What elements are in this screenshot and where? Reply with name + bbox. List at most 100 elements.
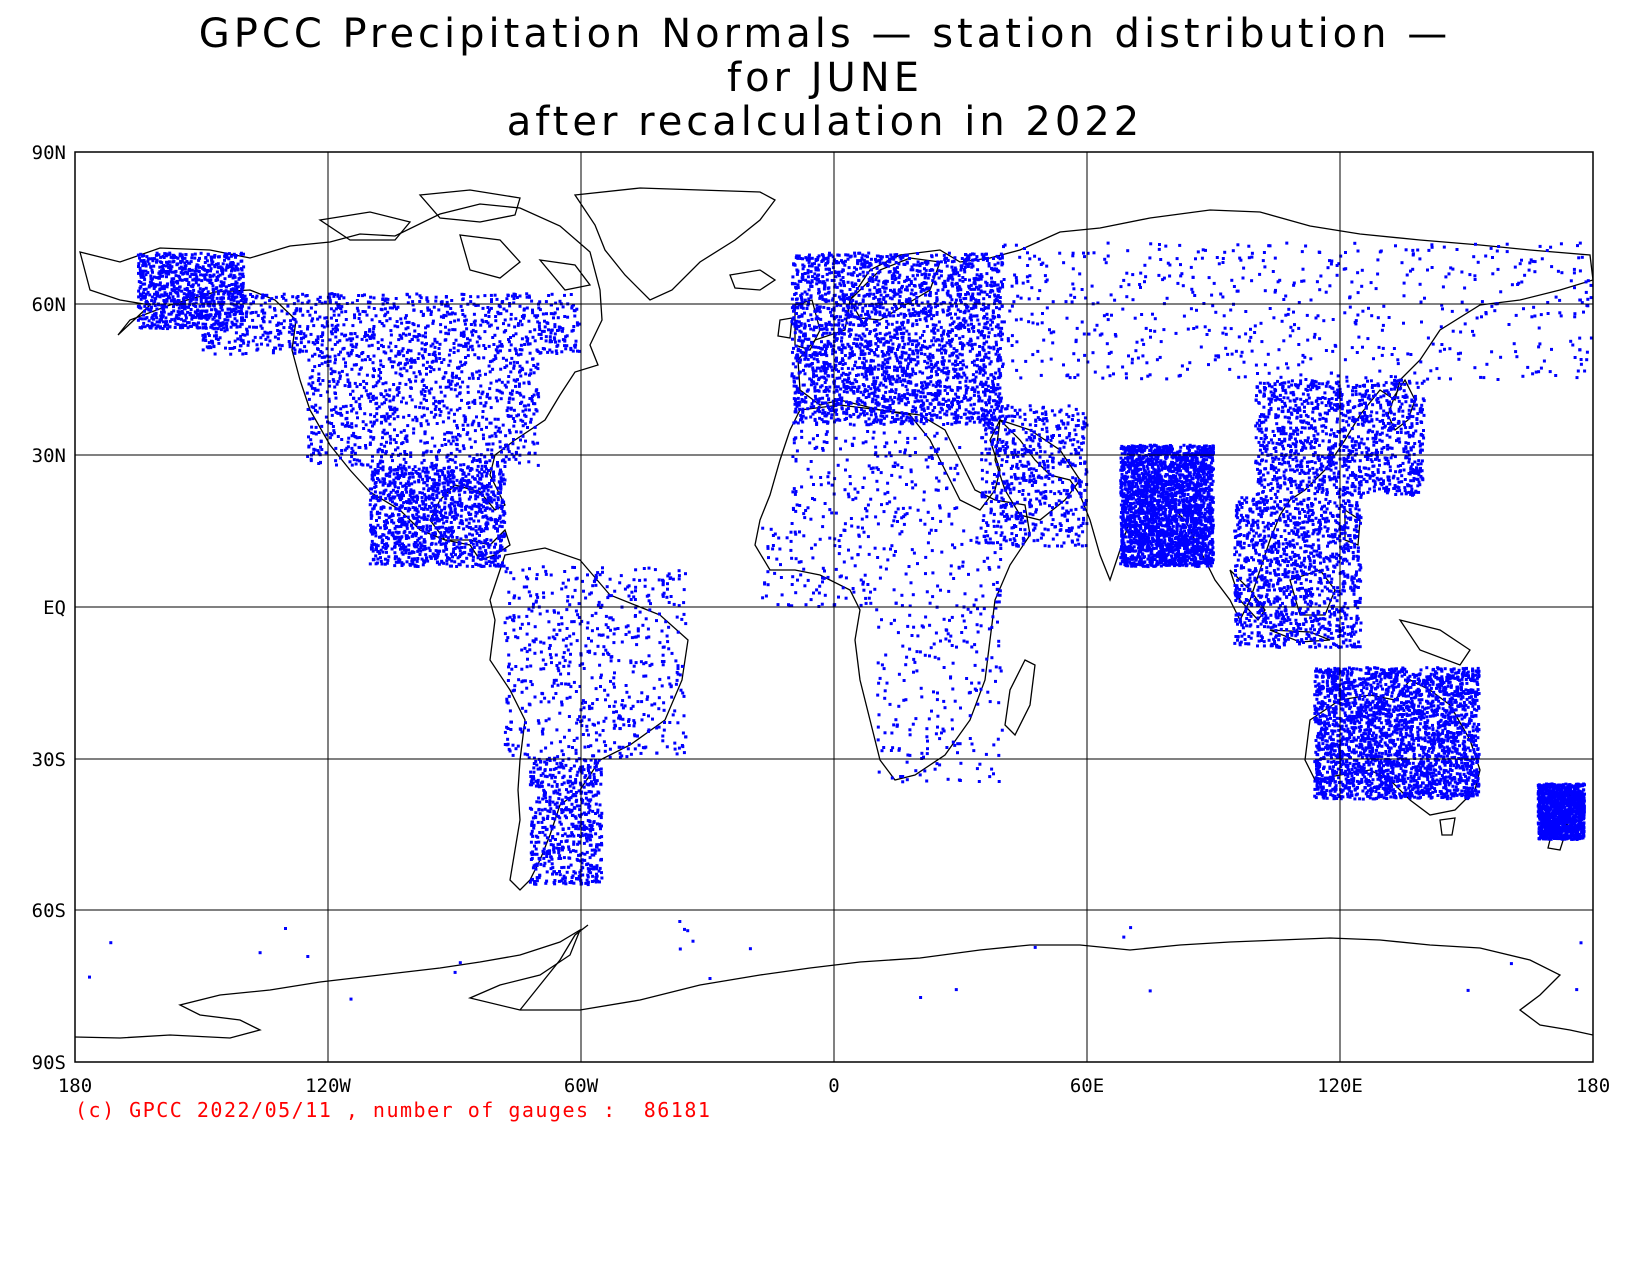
station-marker [419, 390, 423, 394]
station-marker [586, 880, 590, 884]
station-marker [381, 297, 385, 301]
station-marker [572, 325, 576, 328]
station-marker [605, 585, 609, 589]
station-marker [389, 496, 393, 500]
station-marker [310, 431, 314, 435]
station-marker [249, 311, 253, 315]
station-marker [465, 484, 469, 488]
station-marker [530, 853, 534, 856]
station-marker [468, 485, 472, 489]
station-marker [537, 840, 541, 844]
station-marker [566, 599, 570, 603]
station-marker [506, 414, 510, 417]
station-marker [437, 347, 441, 350]
station-marker [426, 559, 430, 563]
station-marker [445, 431, 449, 435]
station-marker [383, 557, 387, 561]
station-marker [444, 331, 448, 335]
station-marker [373, 414, 377, 418]
station-marker [169, 312, 173, 316]
station-marker [322, 325, 326, 329]
station-marker [146, 291, 150, 294]
station-marker [374, 547, 378, 551]
station-marker [477, 519, 481, 523]
station-marker [467, 487, 471, 491]
station-marker [480, 427, 484, 431]
station-marker [433, 444, 437, 448]
station-marker [366, 393, 370, 397]
station-marker [282, 326, 286, 330]
station-marker [383, 444, 387, 448]
station-marker [528, 806, 532, 810]
station-marker [559, 822, 563, 826]
station-marker [677, 746, 681, 750]
station-marker [173, 270, 177, 274]
station-marker [437, 367, 441, 371]
station-marker [610, 655, 614, 659]
station-marker [218, 316, 222, 320]
station-marker [176, 301, 180, 305]
station-marker [378, 511, 382, 515]
station-marker [400, 491, 404, 494]
station-marker [648, 608, 652, 612]
station-marker [482, 545, 486, 549]
station-marker [376, 463, 380, 466]
station-marker [427, 389, 431, 393]
station-marker [559, 857, 563, 860]
station-marker [534, 315, 538, 319]
station-marker [421, 354, 425, 358]
station-marker [150, 299, 154, 303]
station-marker [585, 836, 588, 840]
station-marker [684, 572, 687, 576]
station-marker [501, 356, 505, 360]
station-marker [416, 525, 420, 529]
station-marker [310, 386, 314, 390]
station-marker [345, 410, 349, 414]
station-marker [497, 564, 501, 568]
station-marker [241, 339, 245, 343]
station-marker [396, 493, 400, 497]
station-marker [649, 602, 652, 606]
station-marker [414, 541, 418, 545]
station-marker [240, 306, 244, 310]
station-marker [666, 587, 669, 591]
station-marker [210, 293, 214, 297]
station-marker [384, 450, 388, 454]
station-marker [334, 396, 338, 400]
station-marker [471, 475, 475, 479]
station-marker [458, 406, 462, 410]
station-marker [366, 463, 370, 467]
station-marker [144, 292, 148, 296]
station-marker [483, 455, 487, 459]
station-marker [243, 333, 247, 337]
station-marker [478, 336, 482, 340]
station-marker [403, 363, 407, 367]
station-marker [355, 385, 359, 389]
station-marker [435, 553, 439, 557]
station-marker [500, 343, 504, 346]
station-marker [670, 695, 674, 699]
station-marker [187, 268, 191, 272]
station-marker [158, 265, 162, 269]
station-marker [268, 320, 272, 324]
station-marker [490, 434, 494, 438]
station-marker [571, 595, 575, 599]
station-marker [469, 295, 473, 299]
station-marker [629, 598, 633, 601]
station-marker [576, 842, 580, 846]
station-marker [504, 385, 508, 389]
station-marker [447, 332, 450, 336]
station-marker [307, 358, 311, 362]
station-marker [578, 824, 582, 828]
station-marker [498, 344, 502, 348]
station-marker [666, 582, 669, 586]
station-marker [514, 317, 518, 321]
station-marker [431, 321, 435, 325]
station-marker [340, 449, 344, 452]
station-marker [423, 348, 427, 352]
station-marker [471, 533, 474, 537]
station-marker [175, 263, 179, 267]
station-marker [278, 347, 282, 351]
station-marker [412, 558, 416, 562]
